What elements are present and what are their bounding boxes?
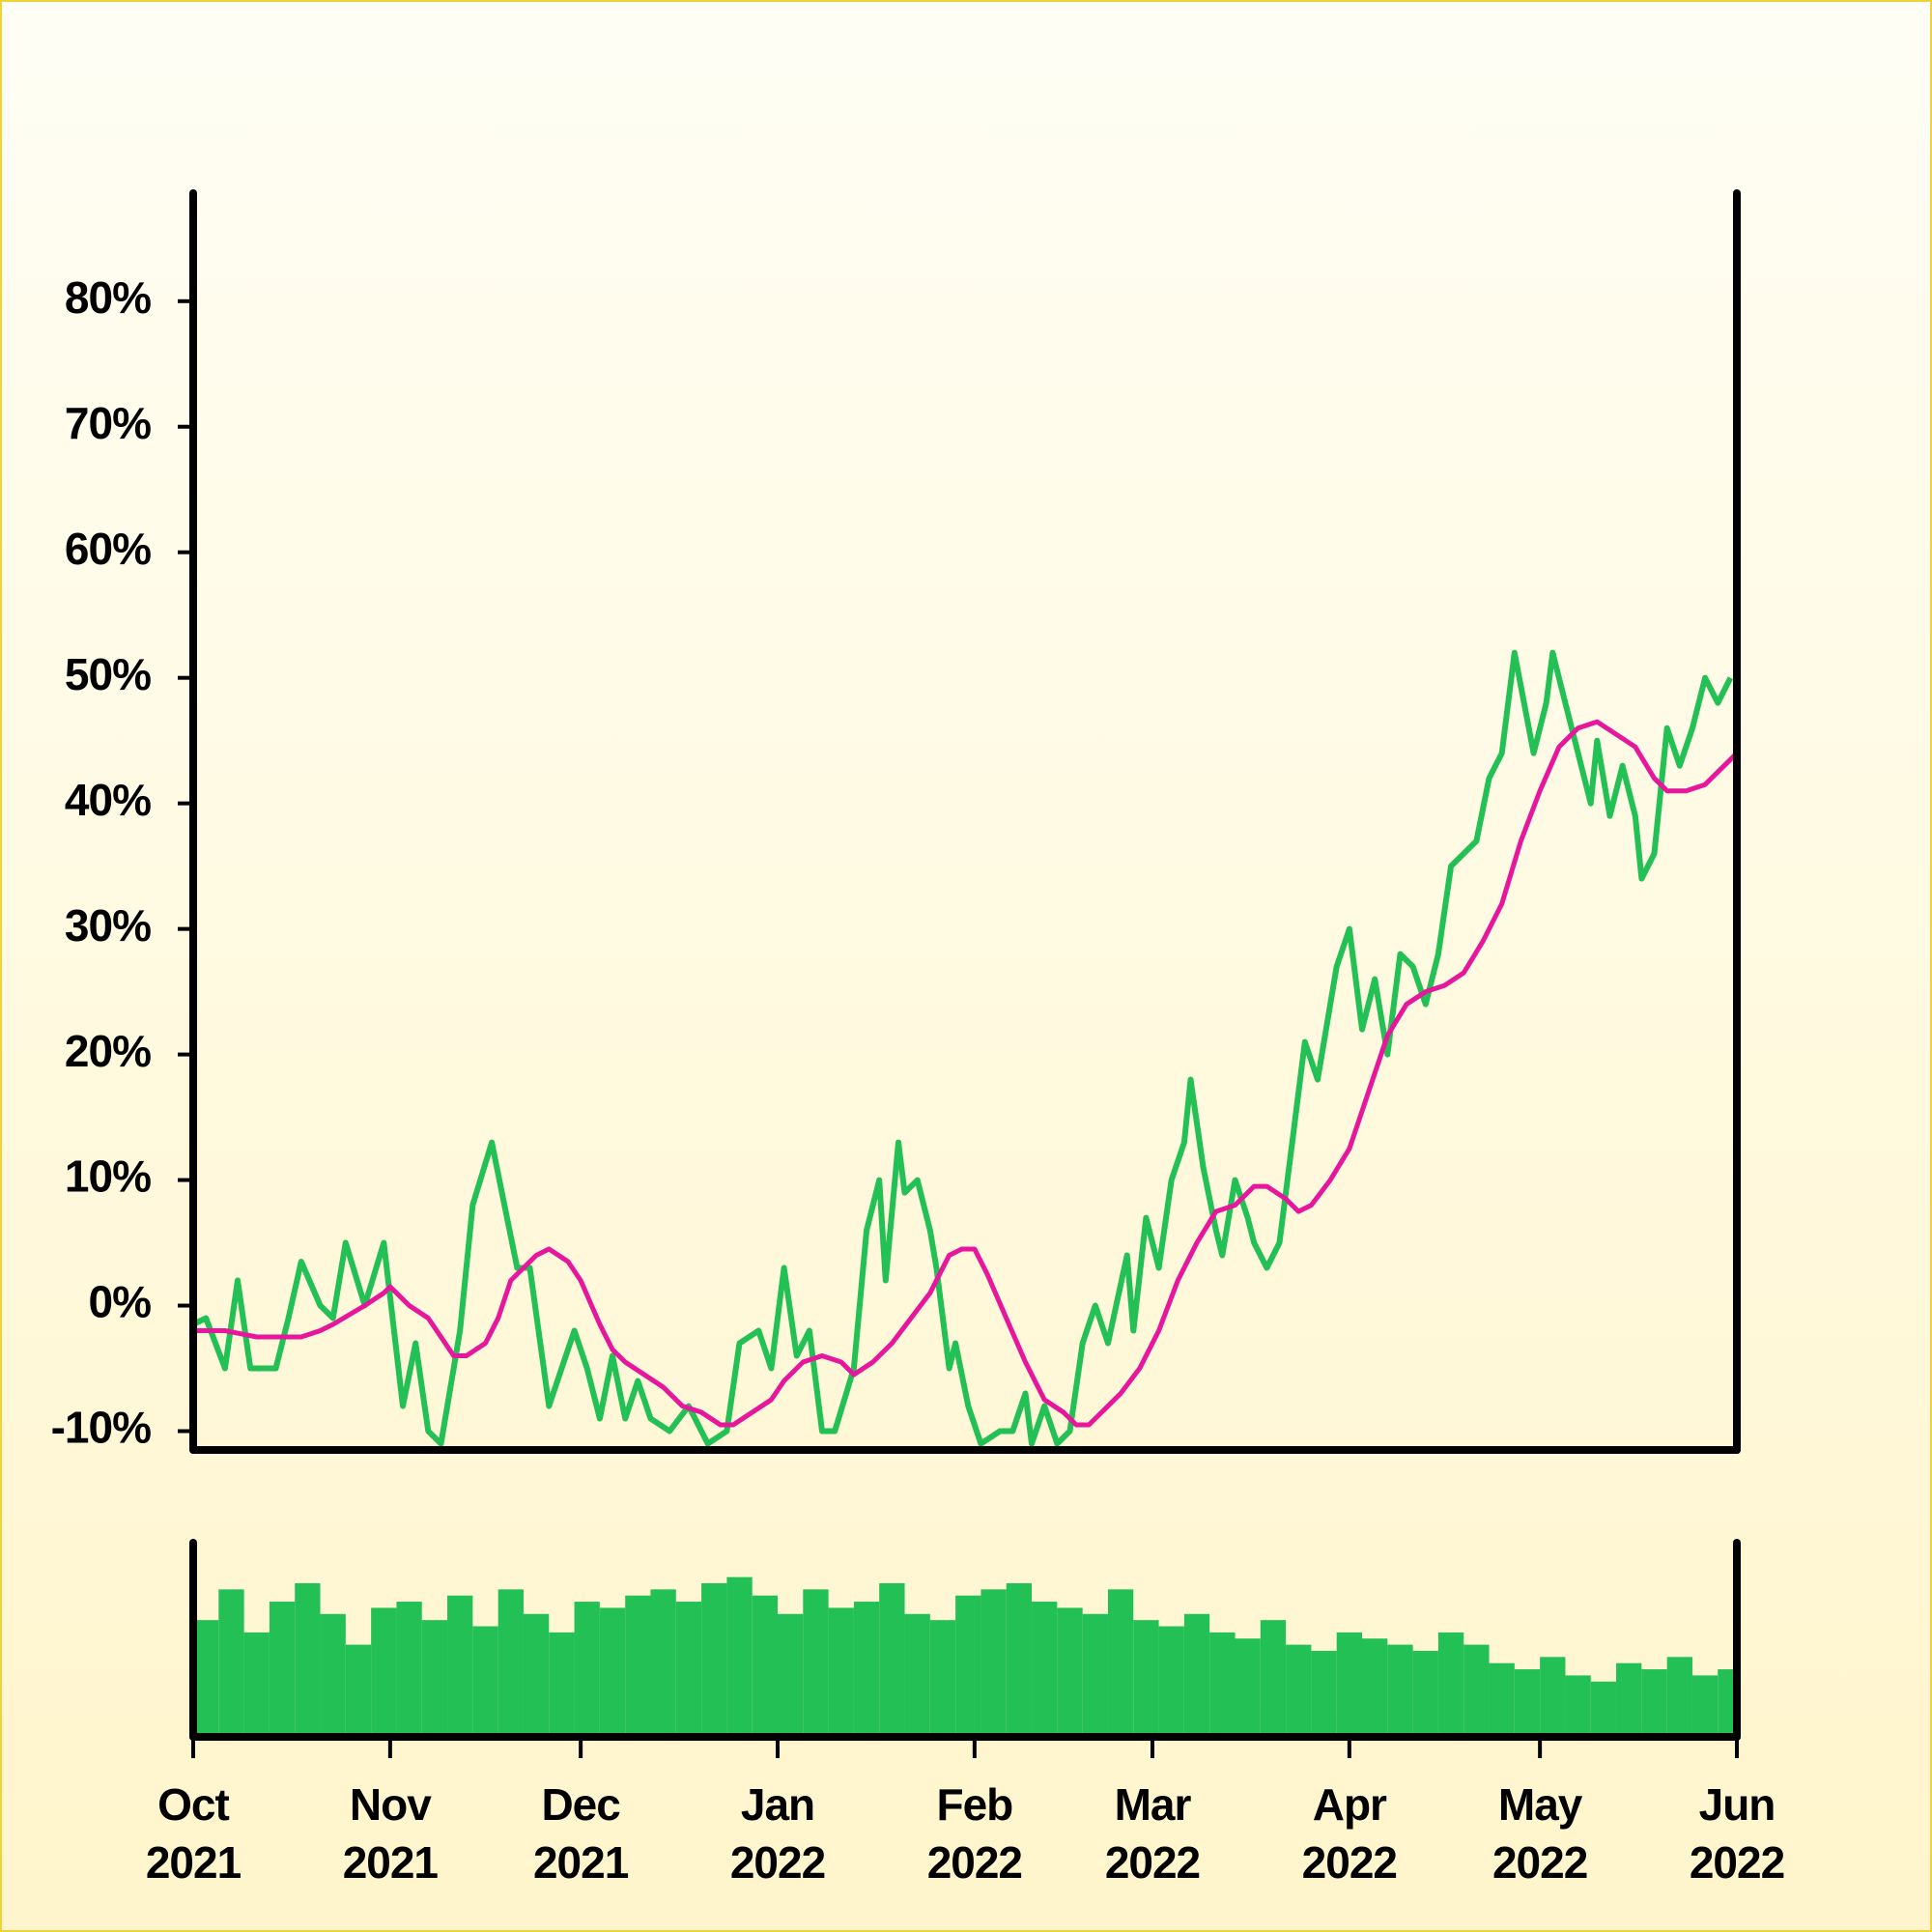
volume-bar (726, 1577, 753, 1737)
volume-bar (955, 1595, 981, 1737)
y-tick-label: -10% (51, 1403, 151, 1453)
volume-bar (1235, 1638, 1261, 1737)
volume-bar (904, 1613, 930, 1737)
volume-bar (1311, 1650, 1337, 1737)
y-tick-label: 70% (65, 398, 151, 448)
volume-bar (549, 1632, 575, 1737)
volume-bar (1158, 1626, 1184, 1737)
y-tick-label: 60% (65, 524, 151, 574)
volume-bar (497, 1589, 524, 1737)
series-line (193, 649, 1734, 1447)
volume-bar (1565, 1675, 1591, 1737)
volume-bar (193, 1620, 219, 1737)
volume-bar (1666, 1657, 1692, 1737)
x-tick-label: Apr 2022 (1301, 1779, 1398, 1888)
volume-bar (675, 1602, 702, 1737)
volume-bar (574, 1602, 600, 1737)
volume-bar (599, 1607, 626, 1737)
volume-bar (1590, 1681, 1617, 1737)
x-tick-label: May 2022 (1492, 1779, 1588, 1888)
volume-bar (778, 1613, 804, 1737)
volume-bar (269, 1602, 296, 1737)
volume-bar (625, 1595, 651, 1737)
volume-bar (1362, 1638, 1388, 1737)
volume-bar (1006, 1582, 1033, 1737)
volume-bar (1641, 1669, 1667, 1737)
volume-bar (1489, 1662, 1515, 1737)
volume-bar (1463, 1644, 1490, 1737)
volume-bar (371, 1607, 397, 1737)
volume-bar (828, 1607, 854, 1737)
volume-bar (853, 1602, 880, 1737)
x-tick-label: Feb 2022 (926, 1779, 1023, 1888)
volume-bar (1032, 1602, 1058, 1737)
y-tick-label: 80% (65, 272, 151, 323)
volume-bar (879, 1582, 905, 1737)
x-tick-label: Dec 2021 (532, 1779, 629, 1888)
volume-bar (752, 1595, 779, 1737)
volume-bar (929, 1620, 956, 1737)
volume-bar (1691, 1675, 1719, 1737)
volume-bar (1107, 1589, 1134, 1737)
volume-bar (1514, 1669, 1541, 1737)
volume-bar (1183, 1613, 1210, 1737)
volume-bar (1057, 1607, 1083, 1737)
volume-bar (421, 1620, 448, 1737)
volume-bar (320, 1613, 346, 1737)
volume-bar (650, 1589, 676, 1737)
volume-bar (1209, 1632, 1236, 1737)
volume-bar (1718, 1669, 1737, 1737)
y-tick-label: 30% (65, 900, 151, 951)
volume-bar (1286, 1644, 1312, 1737)
x-tick-label: Oct 2021 (145, 1779, 242, 1888)
volume-bar (1133, 1620, 1159, 1737)
volume-bar (1412, 1650, 1438, 1737)
x-tick-label: Mar 2022 (1104, 1779, 1201, 1888)
x-tick-label: Nov 2021 (342, 1779, 439, 1888)
volume-bar (472, 1626, 498, 1737)
volume-bar (1082, 1613, 1108, 1737)
volume-bar (803, 1589, 829, 1737)
y-tick-label: 50% (65, 649, 151, 699)
volume-bar (1437, 1632, 1464, 1737)
x-tick-label: Jun 2022 (1689, 1779, 1785, 1888)
y-tick-label: 40% (65, 775, 151, 825)
y-tick-label: 0% (89, 1277, 152, 1327)
volume-bar (218, 1589, 244, 1737)
volume-bar (447, 1595, 473, 1737)
volume-bar (243, 1632, 270, 1737)
volume-bar (1540, 1657, 1566, 1737)
volume-bar (523, 1613, 550, 1737)
series-line (193, 719, 1737, 1428)
volume-bar (1260, 1620, 1287, 1737)
volume-bar (295, 1582, 321, 1737)
volume-bar (396, 1602, 422, 1737)
y-tick-label: 20% (65, 1026, 151, 1076)
volume-bar (1387, 1644, 1413, 1737)
y-tick-label: 10% (65, 1151, 151, 1202)
x-tick-label: Jan 2022 (729, 1779, 826, 1888)
lines (193, 649, 1737, 1447)
volume-bar (1336, 1632, 1363, 1737)
volume-bar (1616, 1662, 1642, 1737)
volume-bar (345, 1644, 372, 1737)
volume-bar (980, 1589, 1007, 1737)
volume-bar (701, 1582, 727, 1737)
